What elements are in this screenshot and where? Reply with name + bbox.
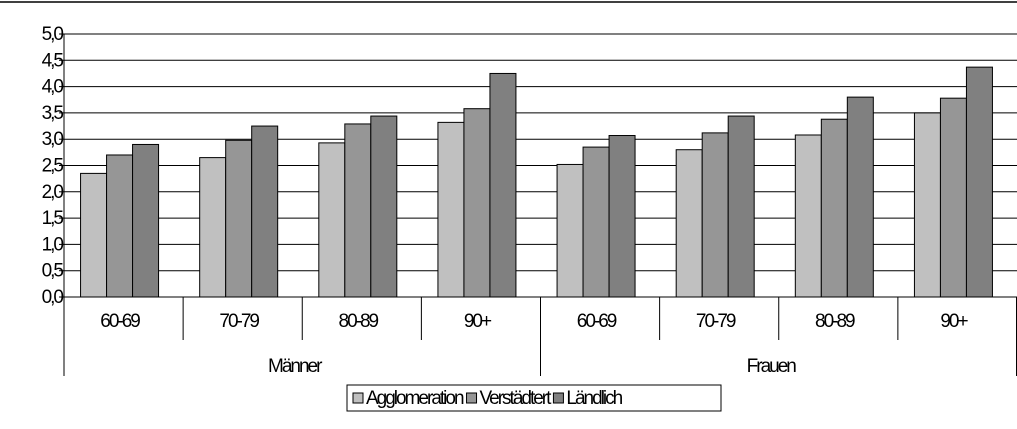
bar [675,149,703,298]
bar [820,118,848,298]
group-label: Frauen [747,356,797,377]
bar [846,96,874,298]
bar [106,154,134,298]
x-tick-label: 60-69 [100,311,140,332]
y-tick-label: 3,5 [42,103,64,124]
y-tick-label: 0,5 [42,261,64,282]
legend-label: Verstädtert [480,388,553,409]
bar [727,115,755,298]
bar [582,146,610,298]
legend-label: Ländlich [566,388,622,409]
bar [344,123,372,298]
x-tick-label: 90+ [464,311,492,332]
y-tick-label: 1,0 [42,234,64,255]
bar [132,143,160,298]
bar [80,172,108,298]
bar [556,163,584,298]
x-tick-label: 60-69 [577,311,617,332]
bar [199,157,227,298]
x-tick-label: 70-79 [219,311,259,332]
legend-swatch [552,392,564,404]
legend-label: Agglomeration [366,388,464,409]
group-label: Männer [268,356,323,377]
y-tick-label: 5,0 [42,24,64,45]
bar [939,97,967,298]
axis-labels: 0,0 0,5 1,0 1,5 2,0 2,5 3,0 3,5 4,0 4,5 5,0 60-69 70… [42,24,971,377]
bar [965,66,993,298]
y-tick-label: 0,0 [42,287,64,308]
legend-box [346,384,722,412]
bar [251,125,279,298]
y-tick-label: 2,5 [42,156,64,177]
y-tick-label: 2,0 [42,182,64,203]
bars [80,66,993,298]
legend-swatch [352,392,364,404]
bar [489,72,517,298]
y-tick-label: 3,0 [42,129,64,150]
bar [225,139,253,298]
legend: Agglomeration Verstädtert Ländlich [346,384,722,412]
bar [794,134,822,298]
x-tick-label: 80-89 [339,311,379,332]
bar [608,135,636,298]
x-tick-label: 80-89 [815,311,855,332]
y-tick-label: 1,5 [42,208,64,229]
legend-swatch [466,392,478,404]
x-tick-label: 90+ [940,311,968,332]
bar [463,108,491,298]
bar [701,132,729,298]
bar [913,112,941,298]
y-tick-label: 4,5 [42,50,64,71]
bar [437,121,465,298]
bar [318,142,346,298]
x-tick-label: 70-79 [696,311,736,332]
y-tick-label: 4,0 [42,77,64,98]
bar [370,115,398,298]
